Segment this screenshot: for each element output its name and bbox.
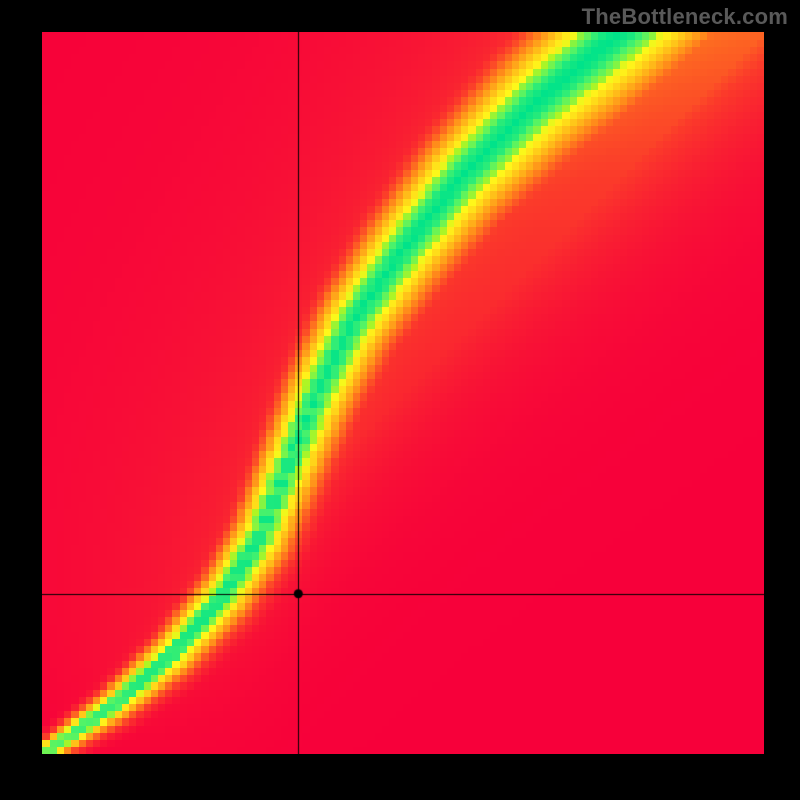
heatmap-canvas bbox=[42, 32, 764, 754]
watermark-text: TheBottleneck.com bbox=[582, 4, 788, 30]
chart-container: TheBottleneck.com bbox=[0, 0, 800, 800]
